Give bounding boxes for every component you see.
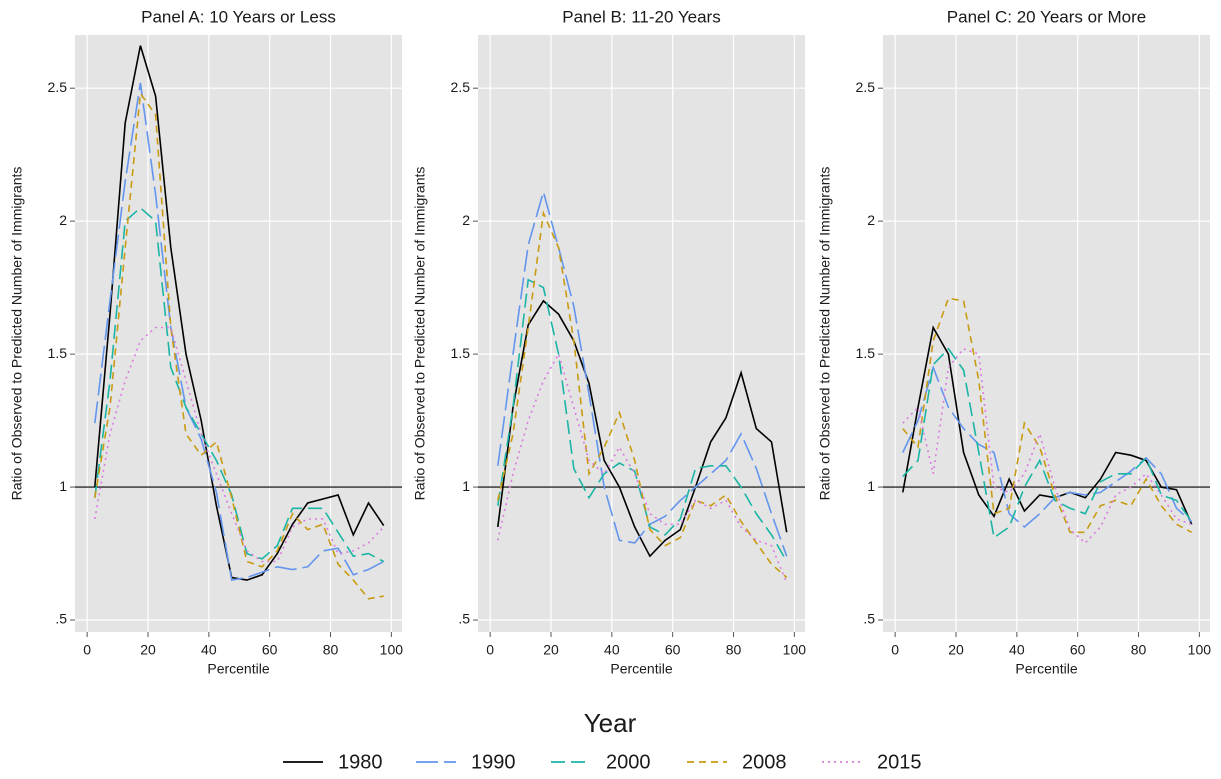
x-tick-label: 100	[1188, 642, 1212, 658]
series-line	[497, 278, 788, 562]
panel-title: Panel B: 11-20 Years	[562, 7, 720, 26]
legend-title: Year	[584, 708, 637, 738]
x-tick-label: 80	[726, 642, 742, 658]
legend-label: 1990	[471, 751, 516, 773]
y-tick-label: 1	[59, 478, 67, 494]
y-tick-label: 2	[867, 212, 875, 228]
y-axis-label: Ratio of Observed to Predicted Number of…	[817, 167, 833, 501]
legend-label: 2000	[606, 751, 651, 773]
series-line	[94, 206, 385, 563]
x-tick-label: 20	[140, 642, 156, 658]
legend-label: 2015	[877, 751, 922, 773]
y-tick-label: 2	[462, 212, 470, 228]
y-axis-label: Ratio of Observed to Predicted Number of…	[412, 167, 428, 501]
x-tick-label: 100	[380, 642, 404, 658]
x-tick-label: 40	[604, 642, 620, 658]
panel-title: Panel A: 10 Years or Less	[141, 7, 336, 26]
y-tick-label: .5	[55, 611, 67, 627]
series-line	[902, 347, 1192, 545]
plot-background	[75, 35, 402, 632]
series-line	[497, 188, 788, 557]
x-tick-label: 0	[83, 642, 91, 658]
series-line	[902, 347, 1193, 539]
x-tick-label: 60	[1070, 642, 1086, 658]
y-tick-label: 1	[462, 478, 470, 494]
legend-label: 2008	[742, 751, 787, 773]
x-tick-label: 20	[543, 642, 559, 658]
y-tick-label: 1	[867, 478, 875, 494]
x-axis-label: Percentile	[610, 661, 672, 677]
x-tick-label: 0	[891, 642, 899, 658]
y-tick-label: 2.5	[856, 79, 876, 95]
x-tick-label: 80	[1131, 642, 1147, 658]
x-tick-label: 40	[201, 642, 217, 658]
x-tick-label: 100	[783, 642, 807, 658]
x-tick-label: 60	[665, 642, 681, 658]
y-axis-label: Ratio of Observed to Predicted Number of…	[9, 167, 25, 501]
y-tick-label: 2	[59, 212, 67, 228]
y-tick-label: 2.5	[48, 79, 68, 95]
x-tick-label: 40	[1009, 642, 1025, 658]
series-line	[497, 352, 788, 584]
y-tick-label: 2.5	[451, 79, 471, 95]
y-tick-label: 1.5	[48, 345, 68, 361]
x-tick-label: 60	[262, 642, 278, 658]
x-axis-label: Percentile	[207, 661, 269, 677]
x-tick-label: 0	[486, 642, 494, 658]
series-line	[94, 82, 385, 582]
legend-label: 1980	[338, 751, 383, 773]
y-tick-label: 1.5	[856, 345, 876, 361]
y-tick-label: 1.5	[451, 345, 471, 361]
y-tick-label: .5	[863, 611, 875, 627]
series-line	[497, 210, 788, 579]
series-line	[497, 299, 788, 558]
x-tick-label: 20	[948, 642, 964, 658]
x-tick-label: 80	[323, 642, 339, 658]
y-tick-label: .5	[458, 611, 470, 627]
series-line	[902, 297, 1193, 534]
x-axis-label: Percentile	[1015, 661, 1077, 677]
plot-background	[478, 35, 805, 632]
series-line	[94, 91, 384, 600]
series-line	[94, 326, 385, 563]
panel-title: Panel C: 20 Years or More	[947, 7, 1146, 26]
